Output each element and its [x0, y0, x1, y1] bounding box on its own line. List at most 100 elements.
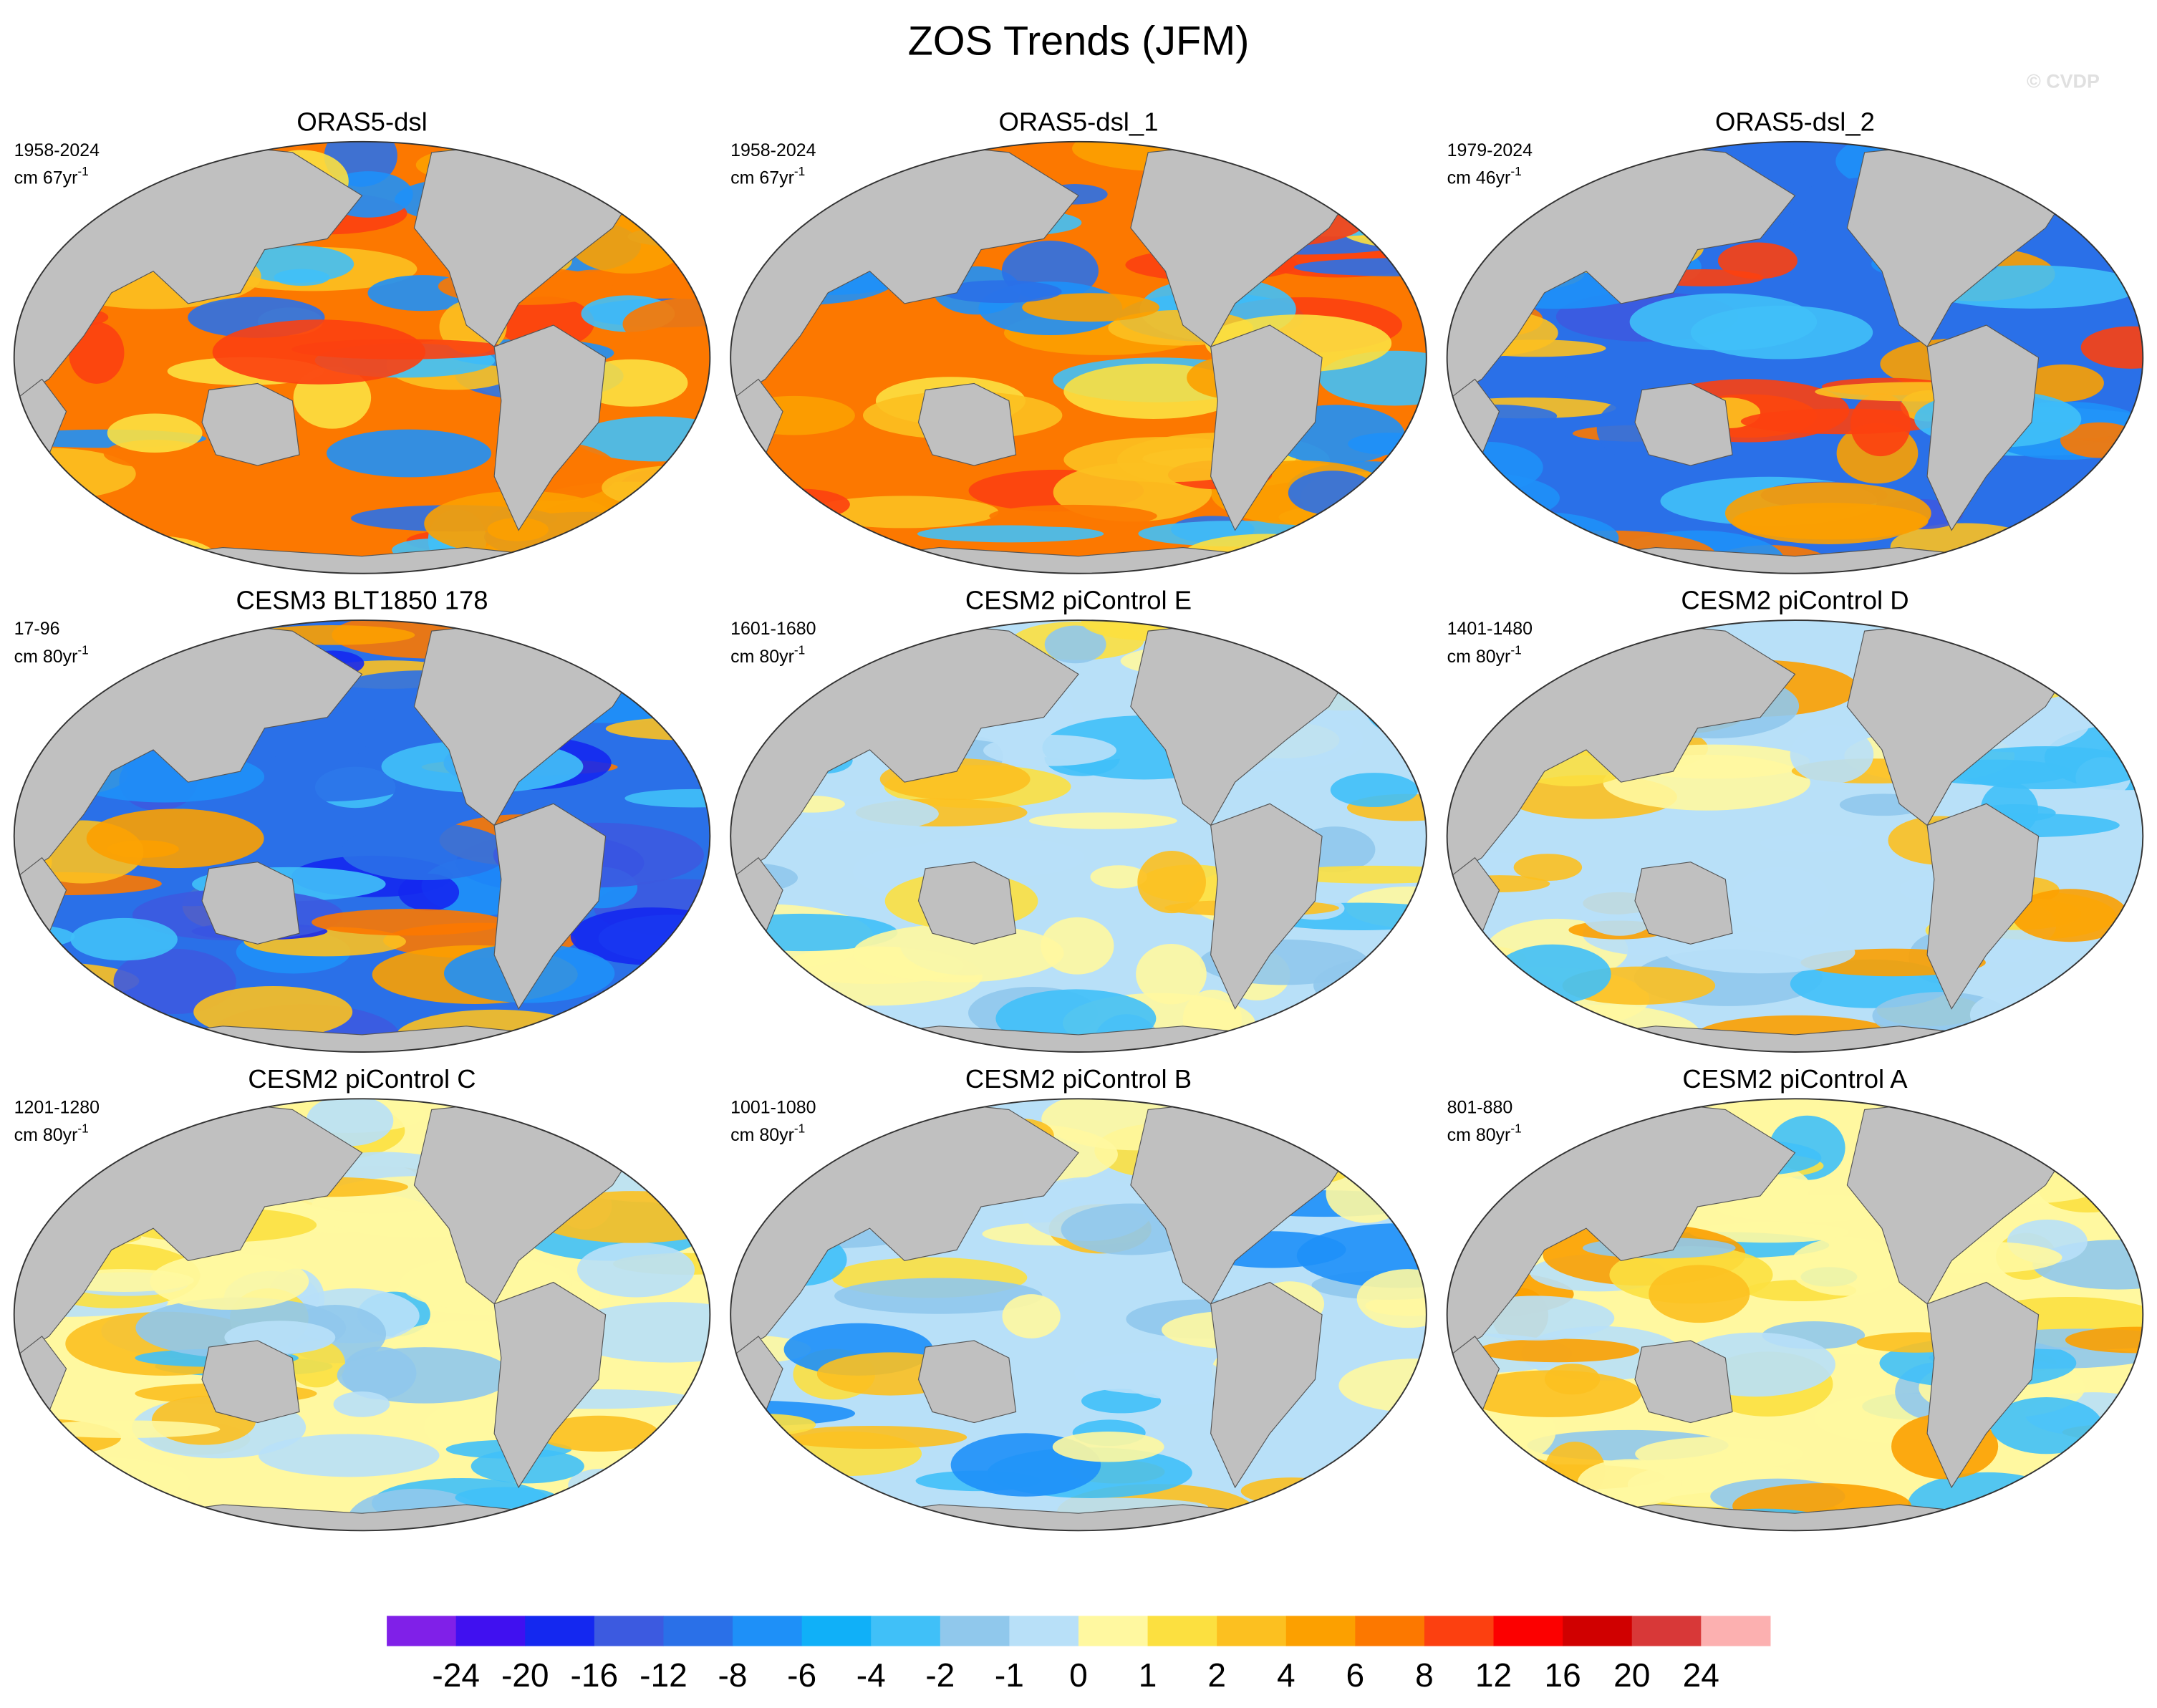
anomaly-patch	[989, 504, 1157, 528]
anomaly-patch	[2080, 326, 2143, 369]
colorbar-box	[733, 1616, 803, 1646]
anomaly-patch	[1330, 773, 1419, 807]
anomaly-patch	[1990, 1396, 2103, 1454]
colorbar-box	[455, 1616, 526, 1646]
map-border	[13, 619, 711, 1053]
anomaly-patch	[70, 534, 220, 574]
anomaly-patch	[662, 1422, 710, 1470]
colorbar-box	[1424, 1616, 1495, 1646]
units-label: cm 67yr-1	[730, 164, 805, 188]
anomaly-patch	[1547, 141, 1628, 177]
anomaly-patch	[794, 1008, 867, 1053]
map	[730, 141, 1427, 574]
anomaly-patch	[1136, 943, 1207, 1005]
anomaly-patch	[1081, 1389, 1162, 1414]
anomaly-patch	[602, 465, 710, 511]
anomaly-patch	[1724, 482, 1931, 544]
anomaly-patch	[341, 822, 510, 881]
anomaly-patch	[2035, 1483, 2143, 1525]
anomaly-patch	[14, 1154, 52, 1187]
units-label: cm 46yr-1	[1447, 164, 1522, 188]
panel-title: CESM2 piControl C	[248, 1064, 476, 1094]
units-label: cm 80yr-1	[1447, 642, 1522, 667]
anomaly-patch	[2085, 952, 2143, 1018]
map-border	[1446, 1098, 2144, 1532]
anomaly-patch	[576, 1242, 695, 1298]
period-label: 1001-1080	[730, 1097, 816, 1117]
anomaly-patch	[1313, 954, 1427, 1017]
colorbar-box	[1285, 1616, 1356, 1646]
period-label: 801-880	[1447, 1097, 1513, 1117]
anomaly-patch	[778, 1425, 967, 1449]
units-exponent: -1	[794, 642, 805, 657]
anomaly-patch	[70, 917, 178, 961]
colorbar-box	[871, 1616, 941, 1646]
land	[201, 1340, 300, 1424]
land	[917, 382, 1017, 466]
colorbar-label: -2	[925, 1656, 955, 1694]
colorbar-box	[1355, 1616, 1425, 1646]
anomaly-patch	[1361, 151, 1427, 181]
map	[1447, 141, 2143, 574]
colorbar-label: -20	[501, 1656, 549, 1694]
period-label: 1979-2024	[1447, 140, 1533, 160]
land	[1210, 324, 1323, 531]
anomaly-patch	[1850, 393, 1911, 457]
units-text: cm 46yr	[1447, 168, 1511, 188]
anomaly-patch	[1577, 1459, 1682, 1507]
anomaly-patch	[1717, 242, 1798, 279]
anomaly-patch	[2022, 364, 2104, 402]
map	[1447, 1099, 2143, 1531]
land	[640, 641, 683, 708]
colorbar-box	[1701, 1616, 1771, 1646]
land	[1926, 1281, 2040, 1489]
land	[493, 1281, 607, 1489]
anomaly-patch	[589, 148, 705, 183]
anomaly-patch	[1568, 620, 1634, 645]
colorbar-label: -12	[640, 1656, 687, 1694]
anomaly-patch	[1044, 625, 1106, 664]
anomaly-patch	[14, 1487, 160, 1522]
anomaly-patch	[983, 735, 1116, 766]
units-text: cm 80yr	[1447, 1125, 1511, 1145]
map-border	[13, 140, 711, 574]
units-label: cm 80yr-1	[14, 1121, 89, 1145]
anomaly-patch	[1689, 1222, 1849, 1243]
panel-title: CESM2 piControl B	[965, 1064, 1192, 1094]
land	[201, 382, 300, 466]
map	[730, 620, 1427, 1053]
anomaly-patch	[398, 873, 460, 911]
anomaly-patch	[590, 989, 710, 1031]
anomaly-patch	[917, 525, 1104, 543]
colorbar-box	[940, 1616, 1010, 1646]
period-label: 17-96	[14, 619, 60, 639]
units-exponent: -1	[1510, 164, 1521, 178]
anomaly-patch	[1789, 1237, 1904, 1296]
panel-title: CESM3 BLT1850 178	[236, 586, 488, 615]
anomaly-patch	[1296, 986, 1405, 1023]
anomaly-patch	[1288, 471, 1378, 516]
units-label: cm 80yr-1	[1447, 1121, 1522, 1145]
anomaly-patch	[1215, 1023, 1371, 1053]
map	[14, 141, 710, 574]
anomaly-patch	[14, 526, 66, 553]
anomaly-patch	[2064, 1099, 2125, 1124]
map-border	[1446, 619, 2144, 1053]
anomaly-patch	[1447, 490, 1504, 519]
colorbar-box	[1217, 1616, 1287, 1646]
colorbar-label: 4	[1277, 1656, 1295, 1694]
anomaly-patch	[1028, 812, 1177, 829]
units-exponent: -1	[77, 642, 88, 657]
anomaly-patch	[730, 1508, 869, 1531]
anomaly-patch	[538, 1415, 660, 1452]
period-label: 1601-1680	[730, 619, 816, 639]
anomaly-patch	[1245, 145, 1427, 178]
colorbar-label: -16	[571, 1656, 619, 1694]
anomaly-patch	[259, 1434, 440, 1477]
land	[640, 1119, 683, 1186]
anomaly-patch	[14, 694, 52, 733]
units-label: cm 80yr-1	[730, 642, 805, 667]
land	[493, 803, 607, 1010]
anomaly-patch	[1296, 1223, 1427, 1288]
land	[1634, 382, 1733, 466]
